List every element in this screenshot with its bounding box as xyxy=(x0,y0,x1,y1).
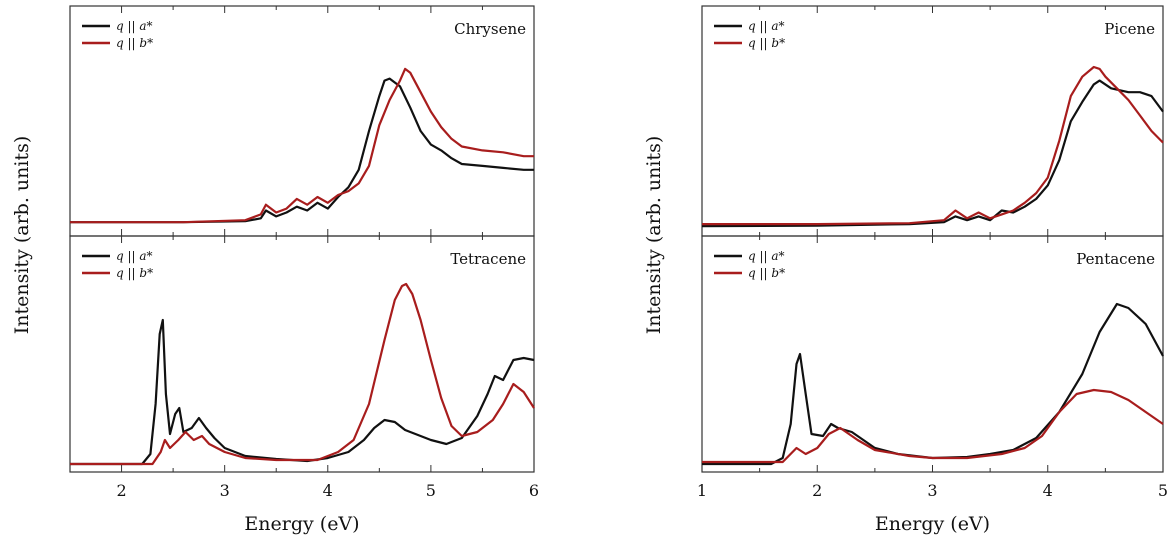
legend-label-b-star: q || b* xyxy=(116,36,153,50)
legend-label-a-star: q || a* xyxy=(748,249,785,263)
panel-chrysene: Chrysene q || a* q || b* xyxy=(69,5,535,237)
series-line-chrysene-a-star xyxy=(70,77,534,224)
panel-title-picene: Picene xyxy=(1104,20,1155,38)
series-line-pentacene-a-star xyxy=(702,302,1164,466)
x-tick-label: 4 xyxy=(1043,481,1053,500)
panel-tetracene: Tetracene q || a* q || b* 2 3 4 5 6 Energy (eV) xyxy=(69,235,539,535)
x-tick-label: 4 xyxy=(323,481,333,500)
legend-label-a-star: q || a* xyxy=(116,19,153,33)
series-line-picene-b-star xyxy=(702,65,1164,226)
panel-frame-tetracene xyxy=(69,235,535,473)
series-line-tetracene-a-star xyxy=(70,318,535,466)
panel-pentacene: Pentacene q || a* q || b* 1 2 3 4 5 Energy (eV) xyxy=(697,235,1168,535)
x-tick-label: 3 xyxy=(927,481,937,500)
panels: Chrysene q || a* q || b* Tetracene q || a* q … xyxy=(69,5,1168,535)
x-axis-title-right: Energy (eV) xyxy=(875,513,990,535)
panel-title-pentacene: Pentacene xyxy=(1076,250,1155,268)
x-axis-title-left: Energy (eV) xyxy=(244,513,359,535)
legend-label-b-star: q || b* xyxy=(748,36,785,50)
x-tick-label: 5 xyxy=(1158,481,1168,500)
y-axis-title-left: Intensity (arb. units) xyxy=(11,136,33,335)
panel-picene: Picene q || a* q || b* xyxy=(701,5,1164,237)
x-tick-label: 1 xyxy=(697,481,707,500)
x-tick-label: 6 xyxy=(529,481,539,500)
x-tick-label: 2 xyxy=(116,481,126,500)
x-tick-label: 5 xyxy=(426,481,436,500)
legend-label-b-star: q || b* xyxy=(116,266,153,280)
legend-label-a-star: q || a* xyxy=(116,249,153,263)
x-tick-label: 2 xyxy=(812,481,822,500)
y-axis-title-right: Intensity (arb. units) xyxy=(643,136,665,335)
series-line-picene-a-star xyxy=(701,79,1164,228)
x-tick-label: 3 xyxy=(220,481,230,500)
series-line-tetracene-b-star xyxy=(70,282,535,466)
series-line-pentacene-b-star xyxy=(702,388,1164,464)
panel-title-chrysene: Chrysene xyxy=(454,20,526,38)
legend-label-a-star: q || a* xyxy=(748,19,785,33)
series-line-chrysene-b-star xyxy=(70,67,534,224)
panel-title-tetracene: Tetracene xyxy=(450,250,526,268)
legend-label-b-star: q || b* xyxy=(748,266,785,280)
